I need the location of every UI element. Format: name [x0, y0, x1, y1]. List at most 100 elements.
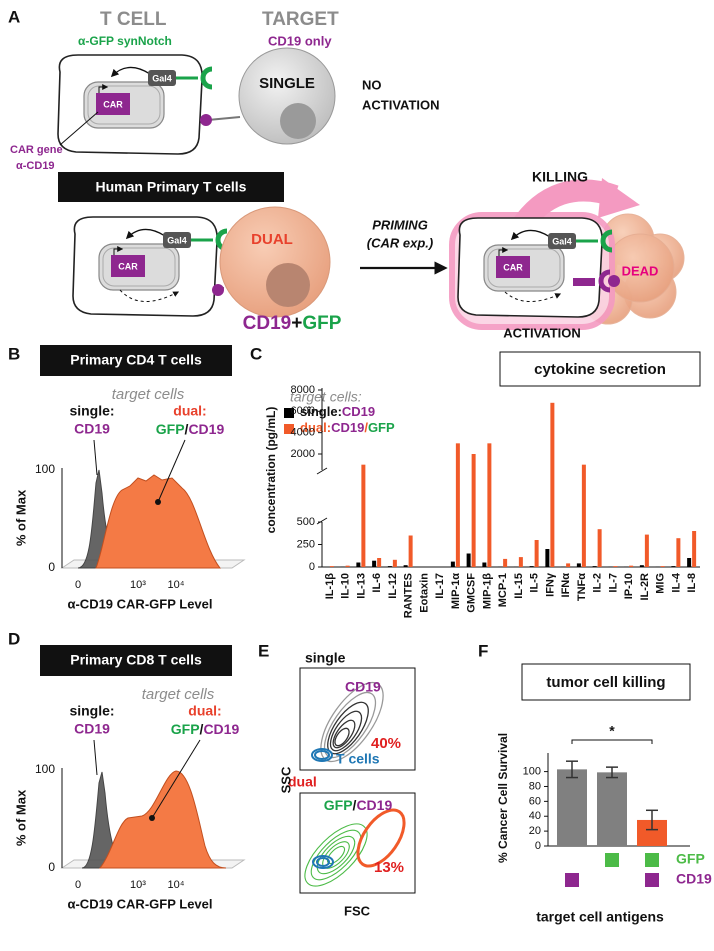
label-part: /	[185, 421, 189, 437]
x-tick-label: IL-4	[670, 572, 682, 592]
x-tick-label: Eotaxin	[418, 573, 430, 613]
car-label: CAR	[503, 262, 523, 272]
antigen-marker	[605, 853, 619, 867]
bar	[450, 561, 455, 567]
contour-green	[304, 823, 368, 887]
bar	[687, 558, 692, 567]
contour	[329, 710, 363, 752]
label: DEAD	[622, 263, 659, 278]
label: dual:	[188, 703, 221, 719]
y-tick-label: 100	[35, 462, 55, 476]
x-tick-label: IFNα	[560, 573, 572, 598]
bar	[377, 558, 382, 567]
label: DUAL	[251, 231, 293, 248]
bar	[361, 464, 366, 567]
chart-subtitle: target cells:	[290, 389, 362, 405]
label: TARGET	[262, 9, 339, 30]
bar	[644, 534, 649, 567]
y-tick-label: 80	[529, 780, 541, 792]
nucleus-inner	[87, 85, 161, 125]
target-nucleus	[280, 103, 316, 139]
legend-name: dual:	[300, 420, 331, 435]
bar	[676, 538, 681, 567]
contour-green	[316, 835, 356, 875]
car-receptor-head	[598, 269, 611, 293]
cd19-ligand	[212, 284, 224, 296]
label: single:	[69, 703, 114, 719]
banner-text: Human Primary T cells	[96, 179, 247, 195]
bar	[392, 559, 397, 567]
car-gene	[496, 256, 530, 278]
label: target cells	[142, 686, 215, 703]
bar	[408, 535, 413, 567]
pointer	[93, 439, 98, 476]
legend-entry: dual:CD19/GFP	[300, 420, 395, 435]
contour-t-cells	[314, 750, 330, 760]
antigen-marker	[645, 873, 659, 887]
antigen-label: CD19+GFP	[243, 313, 342, 334]
panel-letter: F	[478, 641, 488, 660]
legend-target: /	[364, 420, 368, 435]
y-tick-label: 60	[529, 795, 541, 807]
x-tick-label: IL-8	[686, 573, 698, 593]
label: CD19	[74, 421, 110, 437]
legend-swatch	[284, 408, 294, 418]
bar	[592, 566, 597, 567]
label-part: GFP	[171, 721, 200, 737]
label-part: CD19	[203, 721, 239, 737]
label: (CAR exp.)	[367, 235, 433, 250]
y-tick-label: 250	[297, 538, 315, 550]
x-tick-label: IL-2	[592, 573, 604, 593]
gal4-label: Gal4	[552, 236, 572, 246]
legend-entry: GFP	[676, 851, 705, 867]
expression-arrow	[119, 289, 180, 302]
label-part: GFP	[302, 313, 341, 334]
legend-entry: single:CD19	[300, 404, 375, 419]
bar	[455, 443, 460, 567]
x-tick-label: IL-1β	[324, 573, 336, 600]
x-tick-label: 10³	[130, 579, 146, 591]
label: dual:	[173, 403, 206, 419]
title-box	[521, 663, 691, 701]
y-tick-label: 0	[309, 561, 315, 573]
bar	[566, 563, 571, 567]
bar	[629, 565, 634, 567]
x-tick-label: IL-5	[529, 573, 541, 593]
bar	[613, 566, 618, 567]
label: 40%	[371, 735, 401, 752]
nucleus-inner	[487, 248, 561, 288]
bar	[403, 565, 408, 567]
banner	[40, 345, 232, 376]
label: T cells	[336, 751, 380, 767]
banner-text: Primary CD8 T cells	[70, 652, 202, 668]
pointer	[157, 439, 186, 503]
bar	[534, 540, 539, 567]
bar	[660, 566, 665, 567]
bar	[581, 464, 586, 567]
label: GFP/CD19	[324, 797, 393, 813]
label: α-GFP synNotch	[78, 34, 172, 48]
y-axis-label: % Cancer Cell Survival	[496, 733, 510, 863]
antigen-marker	[565, 873, 579, 887]
legend-name: single:	[300, 404, 342, 419]
axis-break	[316, 517, 328, 525]
legend-target: CD19	[342, 404, 375, 419]
x-tick-label: 10⁴	[168, 879, 185, 891]
x-tick-label: IL-15	[513, 573, 525, 599]
panel-letter: C	[250, 344, 262, 363]
bar	[518, 557, 523, 567]
bar	[597, 529, 602, 567]
bar	[329, 566, 334, 567]
label-part: CD19	[356, 797, 392, 813]
t-cell: CAR Gal4	[72, 216, 228, 317]
pointer	[93, 739, 98, 776]
y-axis-label: SSC	[278, 766, 293, 793]
expression-arrow	[504, 291, 562, 302]
label: GFP/CD19	[156, 421, 225, 437]
label: CD19 only	[268, 33, 332, 48]
label: single:	[69, 403, 114, 419]
label: ACTIVATION	[503, 325, 581, 340]
promoter	[98, 84, 109, 93]
label: CD19	[74, 721, 110, 737]
